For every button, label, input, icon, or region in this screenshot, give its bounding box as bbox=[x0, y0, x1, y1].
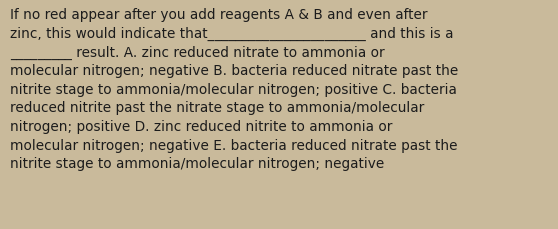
Text: If no red appear after you add reagents A & B and even after
zinc, this would in: If no red appear after you add reagents … bbox=[10, 8, 458, 171]
